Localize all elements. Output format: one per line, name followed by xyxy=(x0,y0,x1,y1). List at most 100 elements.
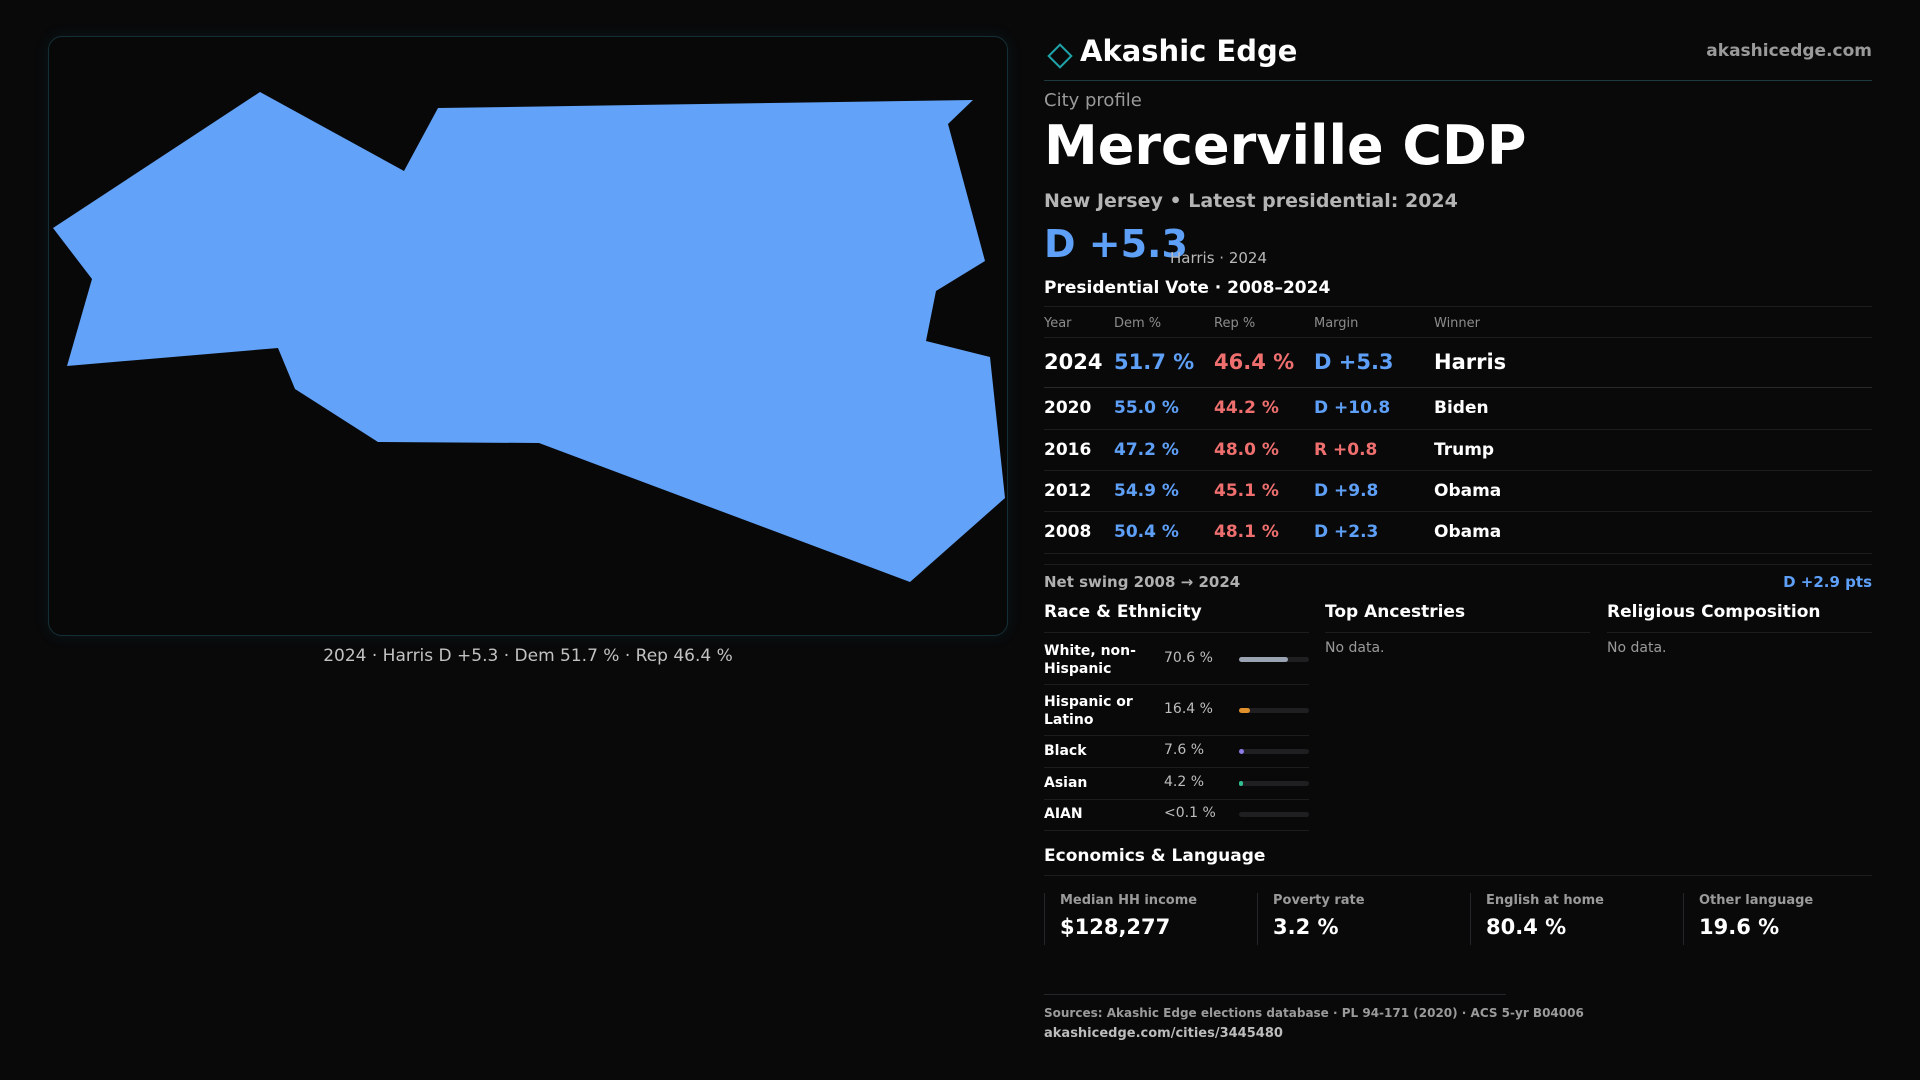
net-swing-value: D +2.9 pts xyxy=(1783,573,1872,591)
column-header-winner: Winner xyxy=(1434,316,1481,331)
row-winner: Trump xyxy=(1434,440,1495,460)
row-rep-pct: 48.0 % xyxy=(1214,440,1279,460)
race-section-title: Race & Ethnicity xyxy=(1044,602,1202,622)
column-header-margin: Margin xyxy=(1314,316,1359,331)
row-winner: Harris xyxy=(1434,350,1507,374)
table-row: 2016 47.2 % 48.0 % R +0.8 Trump xyxy=(1044,429,1872,471)
row-rep-pct: 46.4 % xyxy=(1214,350,1295,374)
race-bar-fill xyxy=(1239,657,1289,662)
net-swing-row: Net swing 2008 → 2024 D +2.9 pts xyxy=(1044,564,1872,601)
divider xyxy=(1607,632,1872,633)
race-label: Black xyxy=(1044,743,1087,759)
row-rep-pct: 48.1 % xyxy=(1214,522,1279,542)
divider xyxy=(1044,632,1309,633)
net-swing-label: Net swing 2008 → 2024 xyxy=(1044,573,1241,591)
row-year: 2012 xyxy=(1044,481,1092,501)
race-label: Hispanic or Latino xyxy=(1044,694,1133,728)
row-year: 2008 xyxy=(1044,522,1092,542)
row-dem-pct: 54.9 % xyxy=(1114,481,1179,501)
row-margin: D +5.3 xyxy=(1314,350,1394,374)
row-dem-pct: 55.0 % xyxy=(1114,398,1179,418)
religion-section-title: Religious Composition xyxy=(1607,602,1821,622)
page-eyebrow: City profile xyxy=(1044,90,1142,111)
race-bar-track xyxy=(1239,812,1309,817)
metric-label: Poverty rate xyxy=(1273,893,1365,908)
column-header-dem: Dem % xyxy=(1114,316,1162,331)
brand-name[interactable]: Akashic Edge xyxy=(1080,34,1298,68)
race-pct: 7.6 % xyxy=(1164,742,1205,758)
row-winner: Obama xyxy=(1434,481,1502,501)
row-margin: R +0.8 xyxy=(1314,440,1378,460)
row-margin: D +10.8 xyxy=(1314,398,1391,418)
row-winner: Obama xyxy=(1434,522,1502,542)
metric-value: 80.4 % xyxy=(1486,915,1567,939)
race-row: White, non-Hispanic 70.6 % xyxy=(1044,634,1309,685)
metric-english-at-home: English at home 80.4 % xyxy=(1470,893,1661,945)
profile-panel: Akashic Edge akashicedge.com City profil… xyxy=(1044,0,1872,1080)
footer-sources: Sources: Akashic Edge elections database… xyxy=(1044,1006,1584,1020)
column-header-rep: Rep % xyxy=(1214,316,1256,331)
metric-label: Median HH income xyxy=(1060,893,1198,908)
row-year: 2020 xyxy=(1044,398,1092,418)
metric-label: English at home xyxy=(1486,893,1604,908)
ancestries-empty-state: No data. xyxy=(1325,640,1385,656)
table-row: 2012 54.9 % 45.1 % D +9.8 Obama xyxy=(1044,470,1872,512)
race-row: AIAN <0.1 % xyxy=(1044,800,1309,831)
metric-value: 19.6 % xyxy=(1699,915,1780,939)
metric-median-income: Median HH income $128,277 xyxy=(1044,893,1235,945)
page-subtitle: New Jersey • Latest presidential: 2024 xyxy=(1044,190,1458,212)
metric-other-language: Other language 19.6 % xyxy=(1683,893,1874,945)
row-year: 2016 xyxy=(1044,440,1092,460)
table-header: Year Dem % Rep % Margin Winner xyxy=(1044,306,1872,337)
race-pct: 4.2 % xyxy=(1164,774,1205,790)
race-label: Asian xyxy=(1044,775,1088,791)
race-row: Black 7.6 % xyxy=(1044,736,1309,768)
district-shape-svg xyxy=(53,92,1005,582)
headline-margin: D +5.3 xyxy=(1044,222,1188,266)
race-bar-fill xyxy=(1239,749,1245,754)
religion-empty-state: No data. xyxy=(1607,640,1667,656)
divider xyxy=(1044,875,1872,876)
race-row: Asian 4.2 % xyxy=(1044,768,1309,800)
row-dem-pct: 47.2 % xyxy=(1114,440,1179,460)
site-url-link[interactable]: akashicedge.com xyxy=(1706,41,1872,61)
race-row: Hispanic or Latino 16.4 % xyxy=(1044,685,1309,736)
row-margin: D +9.8 xyxy=(1314,481,1379,501)
vote-section-title: Presidential Vote · 2008–2024 xyxy=(1044,278,1331,298)
column-header-year: Year xyxy=(1044,316,1072,331)
district-map[interactable] xyxy=(48,36,1008,636)
race-bar-track xyxy=(1239,708,1309,713)
economics-section-title: Economics & Language xyxy=(1044,846,1266,866)
race-label: White, non-Hispanic xyxy=(1044,643,1136,677)
ancestries-section-title: Top Ancestries xyxy=(1325,602,1466,622)
table-row: 2008 50.4 % 48.1 % D +2.3 Obama xyxy=(1044,511,1872,554)
row-margin: D +2.3 xyxy=(1314,522,1379,542)
map-caption: 2024 · Harris D +5.3 · Dem 51.7 % · Rep … xyxy=(323,646,733,666)
headline-note: Harris · 2024 xyxy=(1170,249,1268,267)
divider xyxy=(1044,994,1506,995)
row-dem-pct: 50.4 % xyxy=(1114,522,1179,542)
metric-label: Other language xyxy=(1699,893,1814,908)
metric-value: 3.2 % xyxy=(1273,915,1339,939)
race-pct: <0.1 % xyxy=(1164,805,1216,821)
diamond-icon xyxy=(1047,43,1073,69)
row-rep-pct: 45.1 % xyxy=(1214,481,1279,501)
race-bar-track xyxy=(1239,657,1309,662)
table-row: 2024 51.7 % 46.4 % D +5.3 Harris xyxy=(1044,337,1872,388)
divider xyxy=(1325,632,1590,633)
race-bar-track xyxy=(1239,749,1309,754)
brand-header: Akashic Edge akashicedge.com xyxy=(1044,30,1872,81)
race-bar-track xyxy=(1239,781,1309,786)
race-bar-fill xyxy=(1239,781,1243,786)
row-year: 2024 xyxy=(1044,350,1103,374)
race-bar-fill xyxy=(1239,708,1251,713)
race-pct: 16.4 % xyxy=(1164,701,1213,717)
metric-poverty-rate: Poverty rate 3.2 % xyxy=(1257,893,1448,945)
metric-value: $128,277 xyxy=(1060,915,1171,939)
page-title: Mercerville CDP xyxy=(1044,114,1527,177)
district-boundary-shape[interactable] xyxy=(53,92,1005,582)
table-row: 2020 55.0 % 44.2 % D +10.8 Biden xyxy=(1044,387,1872,429)
race-pct: 70.6 % xyxy=(1164,650,1213,666)
row-dem-pct: 51.7 % xyxy=(1114,350,1195,374)
footer-url-link[interactable]: akashicedge.com/cities/3445480 xyxy=(1044,1026,1283,1041)
